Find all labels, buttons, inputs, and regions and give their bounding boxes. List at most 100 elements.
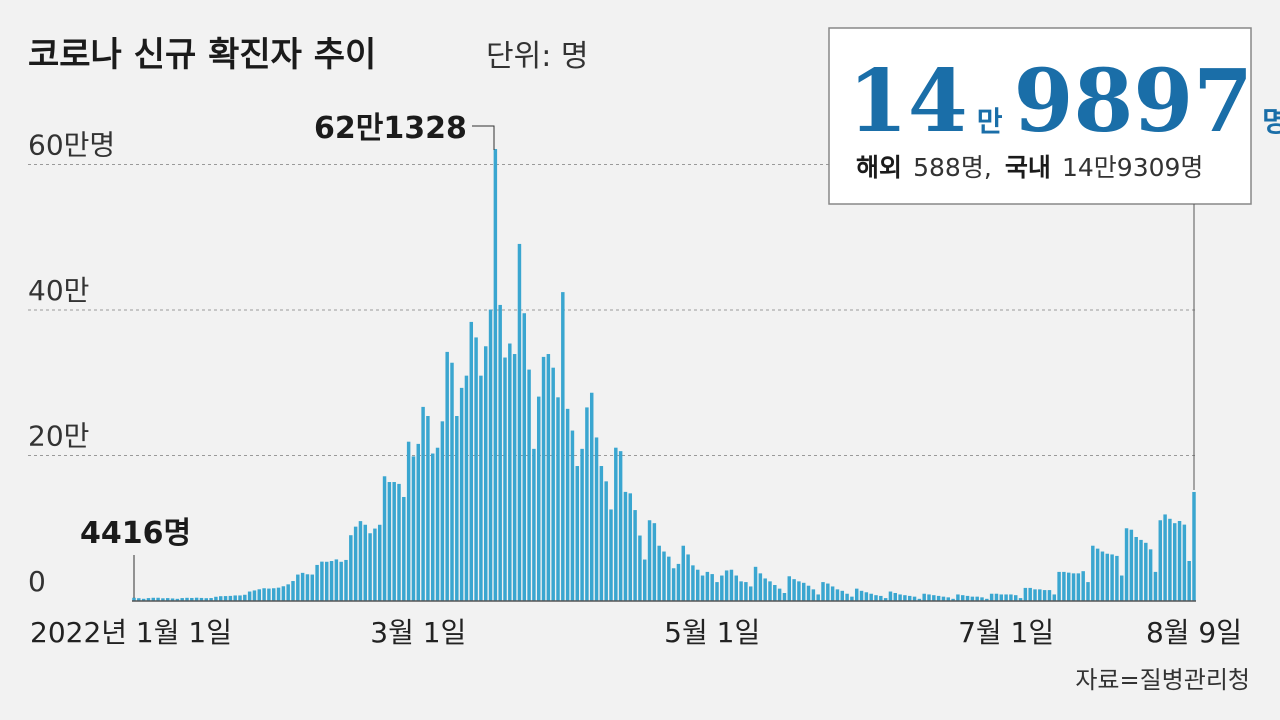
bar [589,392,594,601]
bar [536,396,541,601]
bar [392,482,396,601]
latest-person-unit: 명 [1262,105,1280,138]
bar [1119,575,1124,601]
bar [512,354,517,601]
y-tick-label: 60만명 [28,129,115,162]
bar [1153,571,1158,601]
bar [218,596,223,601]
breakdown: 해외 588명, 국내 14만9309명 [856,153,1203,182]
bar [932,595,936,601]
bar [132,597,136,601]
bar [194,597,199,601]
bar [363,524,368,601]
overseas-label: 해외 [856,153,902,182]
bar [1081,571,1085,601]
bar [1047,590,1052,601]
bar [267,588,271,601]
bar [493,149,498,601]
bar [271,588,276,601]
bar [1004,594,1008,601]
bar [1139,539,1143,601]
bar [681,545,686,601]
bar [541,356,546,601]
y-tick-label: 40만 [28,274,89,307]
chart-title: 코로나 신규 확진자 추이 [28,35,376,75]
y-tick-label: 0 [28,565,46,598]
bar [1095,548,1100,601]
bar [614,447,618,601]
bar [903,595,907,601]
bar [382,476,387,601]
bar [387,482,392,601]
bar [498,304,502,601]
domestic-value: 14만9309명 [1062,153,1203,182]
bar [1042,590,1047,601]
bar [305,574,310,601]
bar [898,594,902,601]
bar [373,528,377,601]
bar [1110,554,1114,601]
bar [1023,587,1028,601]
x-tick-label: 8월 9일 [1146,616,1242,649]
bar [686,554,690,601]
bar [320,561,324,601]
domestic-label: 국내 [1005,153,1051,182]
bar [792,579,796,601]
bar [296,574,300,601]
bar [156,597,160,601]
x-tick-label: 5월 1일 [664,616,760,649]
bar [994,593,999,601]
unit-label: 단위: 명 [486,39,588,74]
bar [758,573,763,601]
bar [700,575,705,601]
bar [888,591,893,601]
bar [397,483,401,601]
bar [946,597,951,601]
bar [999,594,1004,601]
bar [440,421,445,601]
bar [748,586,753,601]
bar [1172,523,1177,601]
bar [604,481,608,601]
bar [262,588,266,601]
bar [377,524,382,601]
bar [339,561,343,601]
bar [1163,514,1167,601]
bar [450,362,454,601]
bar [710,574,714,601]
bar [175,598,180,601]
bar [238,595,242,601]
bar [522,313,527,601]
bar [960,595,965,601]
bar [642,559,647,601]
bar [1018,598,1023,601]
bar [941,596,946,601]
bar [435,447,440,601]
bar [1076,573,1081,601]
bar [488,309,493,601]
bar [1100,551,1105,601]
bar [358,521,363,601]
bar [214,596,218,601]
bar [811,589,816,601]
bar [989,593,994,601]
bar [483,346,488,601]
bar [247,591,252,601]
bar [744,582,748,601]
bar [1066,572,1071,601]
bar [821,582,825,601]
bar [835,589,840,601]
bar [1062,571,1066,601]
bar [243,594,247,601]
bar [956,594,960,601]
bar [691,565,695,601]
bar [652,523,657,601]
bar [1052,594,1057,601]
bar [965,595,970,601]
bar [599,466,604,601]
bar [1115,555,1119,601]
bar [324,561,329,601]
bar [874,595,878,601]
bar [141,598,146,601]
bar [310,574,315,601]
